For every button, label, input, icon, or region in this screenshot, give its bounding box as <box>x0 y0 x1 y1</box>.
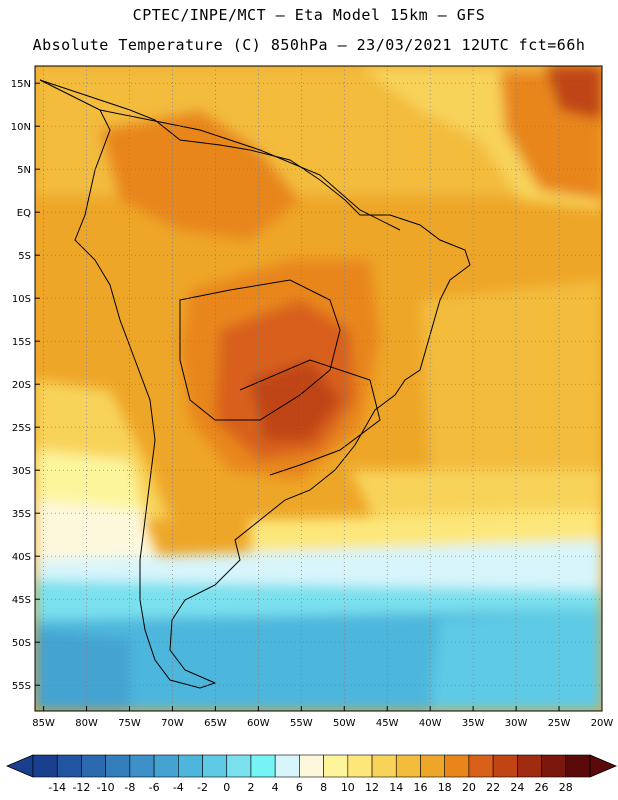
colorbar-label: -4 <box>173 781 184 794</box>
lat-tick-label: 40S <box>12 552 31 563</box>
colorbar-swatch <box>565 754 591 778</box>
lat-tick-label: EQ <box>17 208 31 219</box>
colorbar-label: -6 <box>149 781 160 794</box>
colorbar-swatch <box>202 754 228 778</box>
colorbar-label: 18 <box>438 781 452 794</box>
colorbar-swatch <box>153 754 179 778</box>
coastline <box>39 79 471 689</box>
lon-tick-label: 80W <box>75 718 98 729</box>
lon-tick-label: 40W <box>419 718 442 729</box>
map-frame <box>34 65 603 712</box>
lon-tick-label: 35W <box>462 718 485 729</box>
lon-tick-label: 20W <box>591 718 614 729</box>
colorbar-label: 12 <box>365 781 379 794</box>
colorbar-swatch <box>178 754 203 778</box>
colorbar-swatch <box>105 754 131 778</box>
colorbar-arrow-high <box>589 754 618 778</box>
lat-tick-label: 20S <box>12 380 31 391</box>
colorbar-swatch <box>299 754 324 778</box>
lat-tick-label: 50S <box>12 638 31 649</box>
colorbar-swatch <box>517 754 542 778</box>
lon-tick-label: 75W <box>118 718 141 729</box>
colorbar-label: 28 <box>559 781 573 794</box>
colorbar-label: 6 <box>296 781 303 794</box>
colorbar-label: 8 <box>320 781 327 794</box>
colorbar-swatch <box>323 754 349 778</box>
colorbar-label: -12 <box>72 781 90 794</box>
colorbar-swatch <box>32 754 58 778</box>
lat-tick-label: 5N <box>17 165 31 176</box>
colorbar-label: 10 <box>341 781 355 794</box>
latitude-axis: 15N 10N 5N EQ 5S 10S 15S 20S 25S 30S 35S 40S 45S 50S 5… <box>11 79 40 692</box>
colorbar-swatch <box>371 754 397 778</box>
lon-tick-label: 30W <box>505 718 528 729</box>
lat-tick-label: 15N <box>11 79 31 90</box>
colorbar-swatch <box>129 754 155 778</box>
colorbar-swatch <box>492 754 518 778</box>
colorbar-label: 16 <box>413 781 427 794</box>
colorbar-swatch <box>81 754 106 778</box>
colorbar-label: -2 <box>197 781 208 794</box>
lat-tick-label: 30S <box>12 466 31 477</box>
lat-tick-label: 45S <box>12 595 31 606</box>
lon-tick-label: 70W <box>161 718 184 729</box>
colorbar-label: 14 <box>389 781 403 794</box>
colorbar-swatch <box>226 754 252 778</box>
lat-tick-label: 10S <box>12 294 31 305</box>
colorbar-label: 24 <box>510 781 524 794</box>
colorbar-swatch <box>56 754 82 778</box>
lat-tick-label: 25S <box>12 423 31 434</box>
colorbar-swatch <box>347 754 373 778</box>
colorbar-label: -14 <box>48 781 66 794</box>
chart-title: CPTEC/INPE/MCT – Eta Model 15km – GFS <box>132 6 486 24</box>
chart-subtitle: Absolute Temperature (C) 850hPa – 23/03/… <box>32 36 586 54</box>
colorbar-swatch <box>468 754 494 778</box>
temperature-field <box>35 66 602 711</box>
lon-tick-label: 60W <box>247 718 270 729</box>
lon-tick-label: 45W <box>376 718 399 729</box>
colorbar-label: 2 <box>247 781 254 794</box>
lon-tick-label: 50W <box>333 718 356 729</box>
lon-tick-label: 25W <box>548 718 571 729</box>
colorbar-swatch <box>420 754 445 778</box>
colorbar-swatch <box>250 754 276 778</box>
colorbar-label: -10 <box>97 781 115 794</box>
lat-tick-label: 10N <box>11 122 31 133</box>
lat-tick-label: 55S <box>12 681 31 692</box>
lat-tick-label: 5S <box>18 251 31 262</box>
colorbar-arrow-low <box>5 754 34 778</box>
lat-tick-label: 15S <box>12 337 31 348</box>
colorbar-swatch <box>274 754 300 778</box>
lat-lon-grid <box>35 66 603 711</box>
temperature-colorbar: -14 -12 -10 -8 -6 -4 -2 0 2 4 6 8 10 12 14 16 18 20 22 24 26… <box>5 754 618 794</box>
colorbar-label: 26 <box>535 781 549 794</box>
colorbar-label: 4 <box>272 781 279 794</box>
colorbar-swatch <box>444 754 470 778</box>
lon-tick-label: 85W <box>32 718 55 729</box>
longitude-axis: 85W 80W 75W 70W 65W 60W 55W 50W 45W 40W 35W 30W 25W 2… <box>32 706 613 729</box>
colorbar-label: 22 <box>486 781 500 794</box>
lat-tick-label: 35S <box>12 509 31 520</box>
colorbar-swatch <box>541 754 567 778</box>
colorbar-label: 20 <box>462 781 476 794</box>
lon-tick-label: 55W <box>290 718 313 729</box>
colorbar-label: -8 <box>124 781 135 794</box>
colorbar-swatch <box>395 754 421 778</box>
lon-tick-label: 65W <box>204 718 227 729</box>
colorbar-label: 0 <box>223 781 230 794</box>
